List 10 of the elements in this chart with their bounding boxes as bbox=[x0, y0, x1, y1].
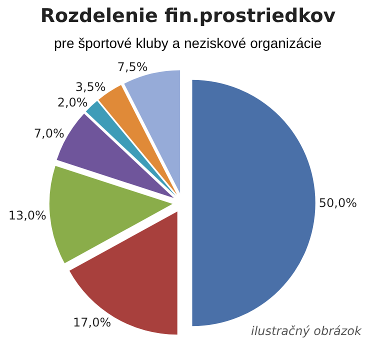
data-label: 7,0% bbox=[34, 126, 64, 140]
data-label: 13,0% bbox=[8, 208, 46, 223]
chart-subtitle: pre športové kluby a neziskové organizácie bbox=[54, 35, 322, 51]
chart-title: Rozdelenie fin.prostriedkov bbox=[40, 5, 336, 28]
data-label: 17,0% bbox=[73, 316, 112, 330]
text: ilustračný obrázok bbox=[251, 324, 363, 338]
data-label: 50,0% bbox=[318, 196, 357, 210]
data-label: 7,5% bbox=[117, 60, 148, 74]
data-label: 3,5% bbox=[75, 80, 106, 94]
data-label: 2,0% bbox=[57, 95, 88, 110]
